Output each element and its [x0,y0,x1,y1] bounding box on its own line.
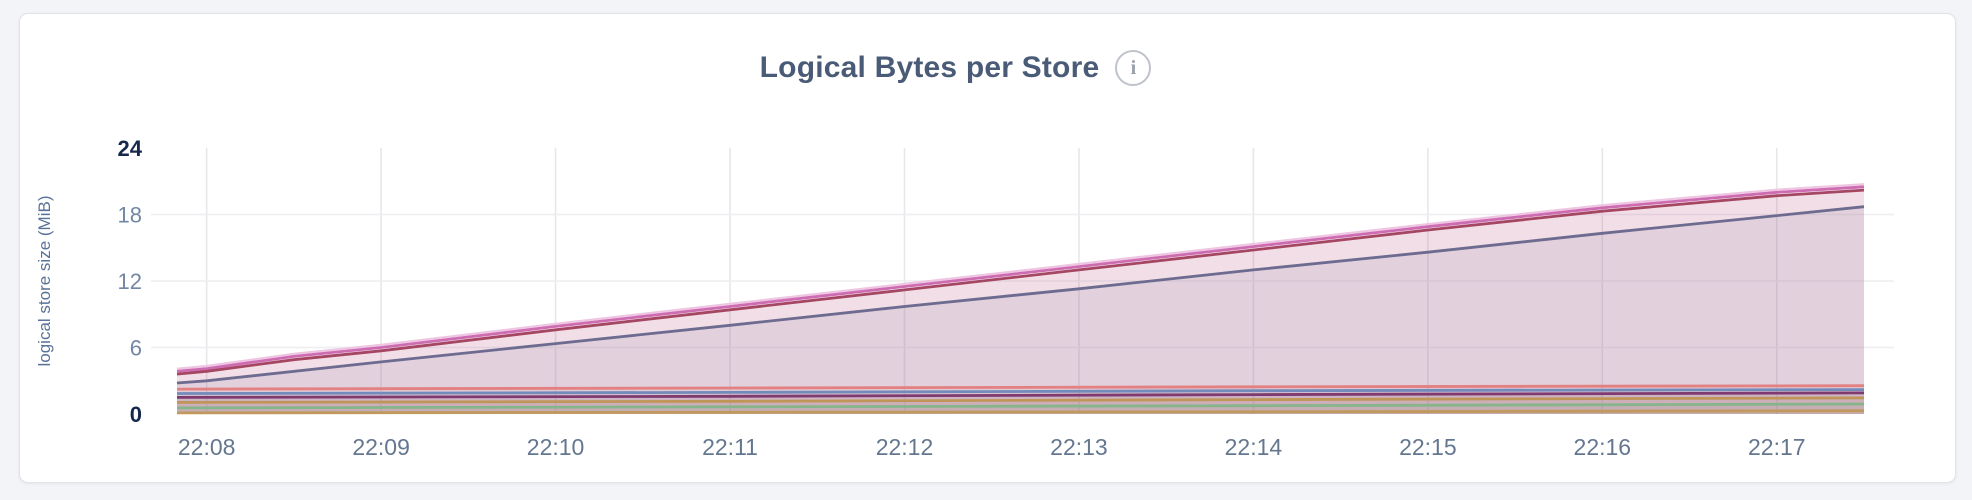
y-tick-label: 12 [118,269,142,294]
info-icon[interactable]: i [1115,50,1152,86]
series-line-blue-flat [176,388,1865,395]
series-line-salmon-flat [176,384,1865,391]
x-tick-label: 22:14 [1225,434,1283,460]
y-axis-title: logical store size (MiB) [35,196,54,367]
chart-header: Logical Bytes per Store i [0,50,1923,86]
series-line-maroon-rising [176,188,1865,376]
y-tick-label: 6 [130,336,142,361]
y-tick-label: 18 [118,203,142,228]
x-tick-label: 22:16 [1574,434,1632,460]
series-fill-slate-rising [177,206,1864,414]
series-fill-pink-rising [177,186,1864,414]
x-tick-label: 22:09 [352,434,410,460]
chart-canvas[interactable]: 0 6 12 18 24 22:08 22:09 22:10 22:11 22:12 22:13 22… [20,14,1957,484]
series-line-plum-flat [176,391,1865,399]
chart-title: Logical Bytes per Store [759,51,1100,84]
y-tick-label: 24 [118,136,143,161]
series-line-green-flat [176,402,1865,410]
chart-card: Logical Bytes per Store i 0 6 12 18 24 22:08 2… [19,13,1956,483]
series-fill-maroon-rising [177,190,1864,414]
series-halo-pink-rising [176,183,1865,370]
x-tick-label: 22:11 [702,434,758,460]
series-line-gold-flat [176,396,1865,404]
y-tick-label: 0 [130,402,142,427]
x-tick-label: 22:10 [527,434,585,460]
x-tick-label: 22:15 [1399,434,1457,460]
series-line-slate-rising [176,205,1865,385]
x-tick-label: 22:13 [1050,434,1108,460]
series-line-tan-flat [176,409,1865,415]
x-tick-label: 22:08 [178,434,236,460]
series-line-pink-rising [176,185,1865,373]
x-tick-label: 22:12 [876,434,934,460]
x-tick-label: 22:17 [1748,434,1806,460]
